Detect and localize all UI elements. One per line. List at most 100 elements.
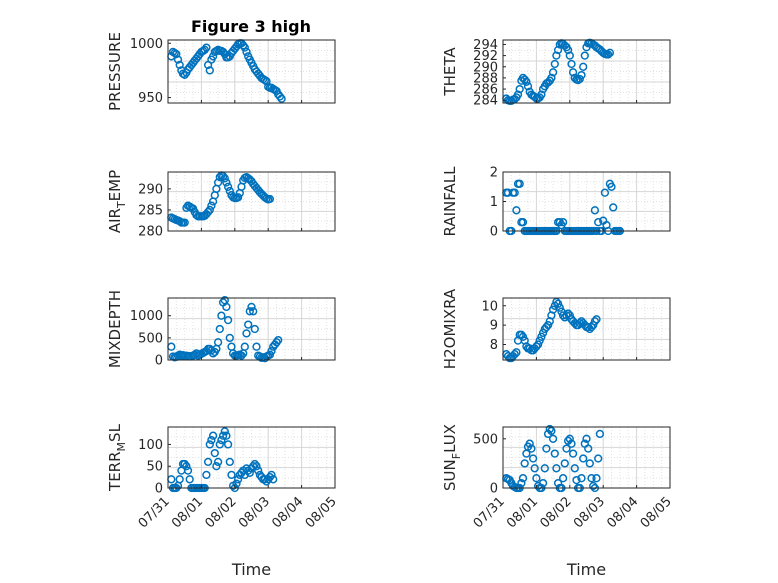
data-point [584, 444, 593, 453]
data-point [558, 474, 568, 483]
data-point [213, 457, 223, 467]
y-tick-label: 1 [490, 195, 498, 210]
axes-box [502, 426, 671, 489]
data-points [502, 38, 615, 105]
data-point [590, 317, 600, 326]
axes-box [167, 297, 336, 361]
data-point [512, 348, 521, 357]
data-point [547, 73, 556, 83]
data-point [227, 470, 236, 480]
data-point [568, 449, 578, 458]
y-tick-label: 286 [473, 83, 498, 98]
data-point [520, 459, 529, 468]
data-point [537, 90, 546, 99]
data-point [213, 178, 223, 187]
y-tick-label: 290 [473, 60, 498, 75]
y-tick-label: 500 [138, 331, 163, 346]
y-axis-label-rest: EMP [106, 170, 124, 201]
data-point [562, 444, 571, 453]
data-point [510, 188, 519, 197]
data-point [244, 320, 253, 329]
data-point [594, 218, 603, 227]
data-point [202, 43, 211, 52]
y-tick-label: 288 [473, 71, 498, 86]
y-axis-label-main: TERR [106, 451, 124, 492]
data-point [592, 315, 601, 324]
data-point [567, 59, 576, 69]
data-point [180, 218, 189, 227]
data-point [520, 75, 529, 84]
data-point [518, 218, 528, 227]
data-point [245, 307, 254, 316]
data-point [267, 346, 276, 356]
y-tick-label: 100 [138, 438, 163, 453]
data-point [553, 45, 563, 55]
data-point [537, 332, 546, 341]
data-point [609, 203, 618, 212]
data-point [543, 320, 553, 330]
data-point [594, 454, 603, 463]
data-point [233, 193, 243, 202]
y-tick-label: 950 [138, 91, 163, 106]
data-point [220, 427, 229, 436]
y-tick-label: 284 [473, 94, 498, 109]
data-point [532, 474, 541, 483]
data-point [600, 188, 610, 197]
data-point [515, 179, 524, 188]
data-points [167, 171, 275, 227]
data-points [167, 427, 278, 493]
y-axis-label: SUNFLUX [441, 424, 463, 491]
data-point [207, 435, 216, 445]
data-point [203, 457, 213, 467]
y-axis-label-rest: SL [106, 423, 124, 442]
data-point [277, 94, 286, 103]
y-axis-label-subscript: M [115, 442, 128, 452]
axes-box [167, 39, 336, 104]
data-point [542, 322, 551, 332]
data-point [222, 431, 231, 440]
data-point [535, 336, 544, 345]
data-point [208, 431, 218, 440]
subplot-air-temp: 280 285 290 AIRTEMP [106, 170, 336, 240]
data-point [225, 457, 234, 467]
data-point [538, 478, 548, 488]
data-point [587, 474, 596, 483]
data-point [218, 431, 228, 440]
y-tick-label: 2 [490, 166, 498, 181]
data-point [185, 475, 194, 484]
y-tick-label: 50 [146, 460, 163, 475]
y-axis-label: PRESSURE [106, 32, 124, 111]
data-point [247, 302, 256, 312]
data-point [565, 434, 574, 443]
data-point [252, 462, 261, 471]
data-point [269, 475, 278, 484]
data-point [527, 444, 536, 453]
data-point [215, 324, 224, 334]
data-point [265, 194, 275, 204]
data-point [562, 311, 571, 320]
data-point [275, 92, 285, 101]
data-point [595, 429, 605, 439]
data-point [205, 66, 214, 75]
y-axis-label: THETA [441, 47, 459, 97]
data-point [242, 329, 251, 338]
y-tick-label: 0 [490, 482, 498, 497]
subplot-h2omixra: 8 9 10 H2OMIXRA [441, 288, 671, 369]
data-point [182, 462, 191, 471]
y-tick-label: 292 [473, 49, 498, 64]
data-point [215, 440, 224, 449]
y-axis-label-main: SUN [441, 459, 459, 491]
data-point [222, 178, 231, 187]
data-point [252, 342, 261, 351]
data-point [548, 434, 558, 443]
data-point [577, 70, 586, 80]
data-points [502, 424, 605, 493]
y-axis-label: RAINFALL [441, 166, 459, 237]
y-tick-label: 9 [490, 319, 498, 334]
data-point [232, 479, 241, 488]
data-point [552, 51, 561, 60]
data-point [242, 47, 251, 57]
data-point [225, 333, 234, 343]
data-point [250, 324, 259, 334]
